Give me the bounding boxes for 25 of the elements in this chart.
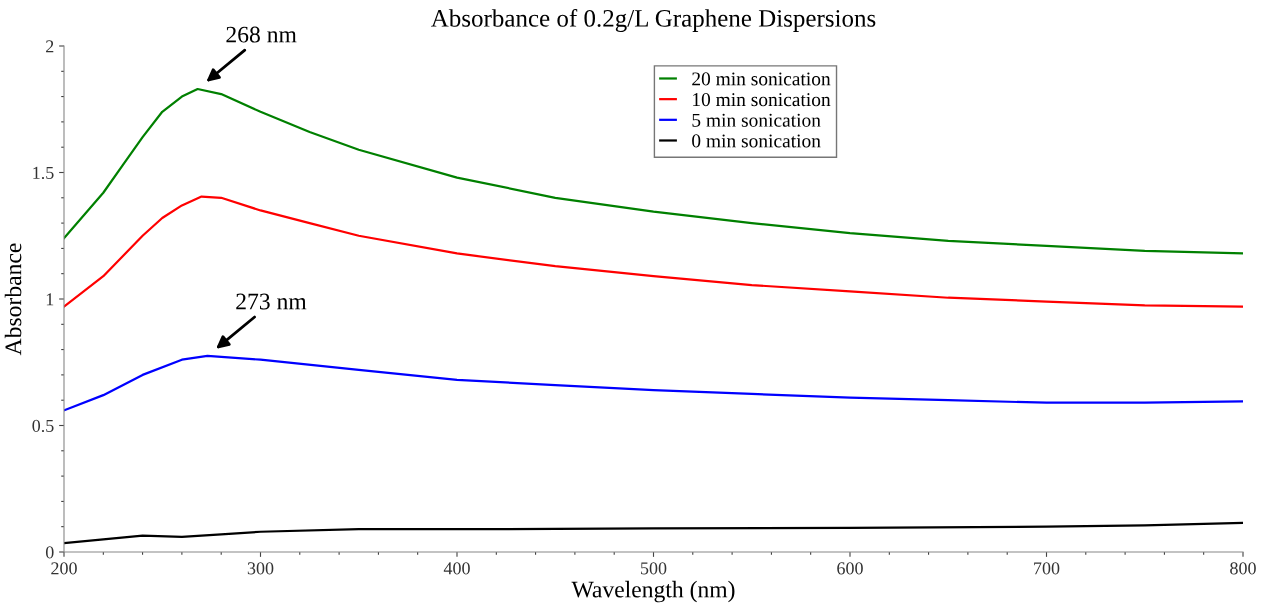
- annotation: 273 nm: [236, 293, 307, 310]
- legend-label: 0 min sonication: [692, 134, 821, 148]
- annotation: 268 nm: [226, 26, 297, 43]
- x-tick-label: 200: [51, 562, 77, 575]
- line-series: [64, 521, 1243, 545]
- x-tick-label: 600: [837, 562, 863, 575]
- y-tick-label: 0: [45, 546, 54, 559]
- chart-title: Absorbance of 0.2g/L Graphene Dispersions: [431, 8, 876, 32]
- legend-label: 20 min sonication: [692, 72, 831, 86]
- x-tick-label: 500: [641, 562, 667, 575]
- x-axis-title: Wavelength (nm): [571, 580, 735, 603]
- y-axis-title: Absorbance: [4, 243, 22, 356]
- legend-label: 10 min sonication: [693, 93, 831, 107]
- y-tick-label: 2: [46, 40, 54, 53]
- line-series: [64, 354, 1243, 412]
- legend-label: 5 min sonication: [692, 113, 821, 127]
- x-tick-label: 700: [1034, 562, 1060, 575]
- x-tick-label: 400: [443, 562, 470, 575]
- y-tick-label: 1: [46, 293, 54, 306]
- line-series: [64, 87, 1243, 255]
- y-tick-label: 0.5: [32, 419, 54, 433]
- line-series: [64, 195, 1243, 308]
- x-tick-label: 800: [1230, 562, 1256, 575]
- y-tick-label: 1.5: [33, 166, 54, 180]
- x-tick-label: 300: [247, 562, 274, 575]
